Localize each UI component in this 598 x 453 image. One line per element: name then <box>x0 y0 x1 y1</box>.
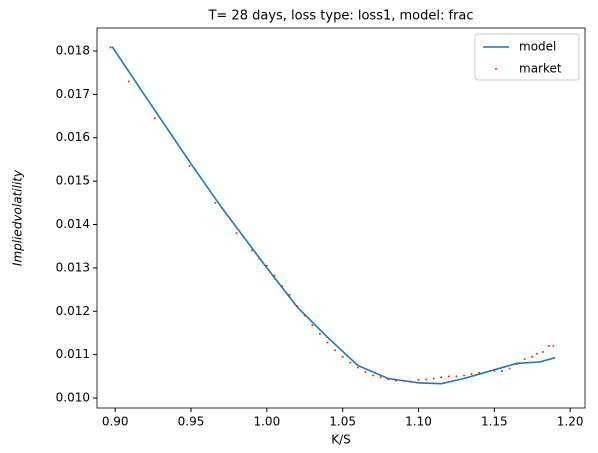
market-point <box>394 379 397 382</box>
x-axis-label: K/S <box>331 433 351 447</box>
market-point <box>326 341 329 344</box>
market-point <box>379 376 382 379</box>
market-point <box>447 375 450 378</box>
market-point <box>552 344 555 347</box>
market-point <box>334 349 337 352</box>
market-point <box>109 46 112 49</box>
market-point <box>409 380 412 383</box>
market-point <box>303 314 306 317</box>
market-point <box>288 293 291 296</box>
y-tick-label: 0.010 <box>56 391 90 405</box>
market-point <box>127 80 130 83</box>
market-point <box>432 377 435 380</box>
chart-title: T= 28 days, loss type: loss1, model: fra… <box>207 9 473 24</box>
market-point <box>235 232 238 235</box>
legend-marker <box>495 68 497 70</box>
market-point <box>493 369 496 372</box>
market-point <box>296 305 299 308</box>
model-line <box>111 46 556 385</box>
market-point <box>258 257 261 260</box>
x-tick-label: 1.10 <box>405 415 432 429</box>
market-point <box>455 375 458 378</box>
market-point <box>535 352 538 355</box>
market-point <box>364 370 367 373</box>
x-tick-label: 1.20 <box>557 415 584 429</box>
market-point <box>311 324 314 327</box>
y-tick-label: 0.015 <box>56 174 90 188</box>
y-tick-label: 0.016 <box>56 130 90 144</box>
x-tick-label: 0.90 <box>102 415 129 429</box>
plot-frame <box>96 27 586 409</box>
market-point <box>188 164 191 167</box>
market-point <box>273 274 276 277</box>
market-point <box>440 376 443 379</box>
market-point <box>508 367 511 370</box>
market-point <box>462 374 465 377</box>
legend-label: market <box>519 62 562 76</box>
market-point <box>371 374 374 377</box>
market-point <box>265 264 268 267</box>
market-point <box>250 249 253 252</box>
market-point <box>153 117 156 120</box>
market-point <box>470 373 473 376</box>
legend-box <box>474 33 580 81</box>
market-point <box>341 355 344 358</box>
market-point <box>478 371 481 374</box>
market-point <box>387 378 390 381</box>
y-tick-label: 0.011 <box>56 347 90 361</box>
market-point <box>541 351 544 354</box>
market-point <box>500 370 503 373</box>
market-point <box>516 363 519 366</box>
x-tick-label: 1.00 <box>253 415 280 429</box>
y-axis-label: Impliedvolatility <box>11 169 25 266</box>
market-point <box>547 344 550 347</box>
y-tick-label: 0.018 <box>56 43 90 57</box>
market-point <box>356 366 359 369</box>
market-point <box>318 332 321 335</box>
market-point <box>402 379 405 382</box>
legend-label: model <box>519 40 556 54</box>
y-tick-label: 0.017 <box>56 87 90 101</box>
x-tick-label: 1.15 <box>481 415 508 429</box>
market-point <box>523 357 526 360</box>
market-point <box>214 201 217 204</box>
x-tick-label: 0.95 <box>178 415 205 429</box>
market-point <box>349 361 352 364</box>
market-point <box>425 378 428 381</box>
y-tick-label: 0.013 <box>56 260 90 274</box>
market-point <box>531 355 534 358</box>
market-point <box>417 378 420 381</box>
x-tick-label: 1.05 <box>329 415 356 429</box>
market-point <box>281 285 284 288</box>
y-tick-label: 0.014 <box>56 217 90 231</box>
y-tick-label: 0.012 <box>56 304 90 318</box>
